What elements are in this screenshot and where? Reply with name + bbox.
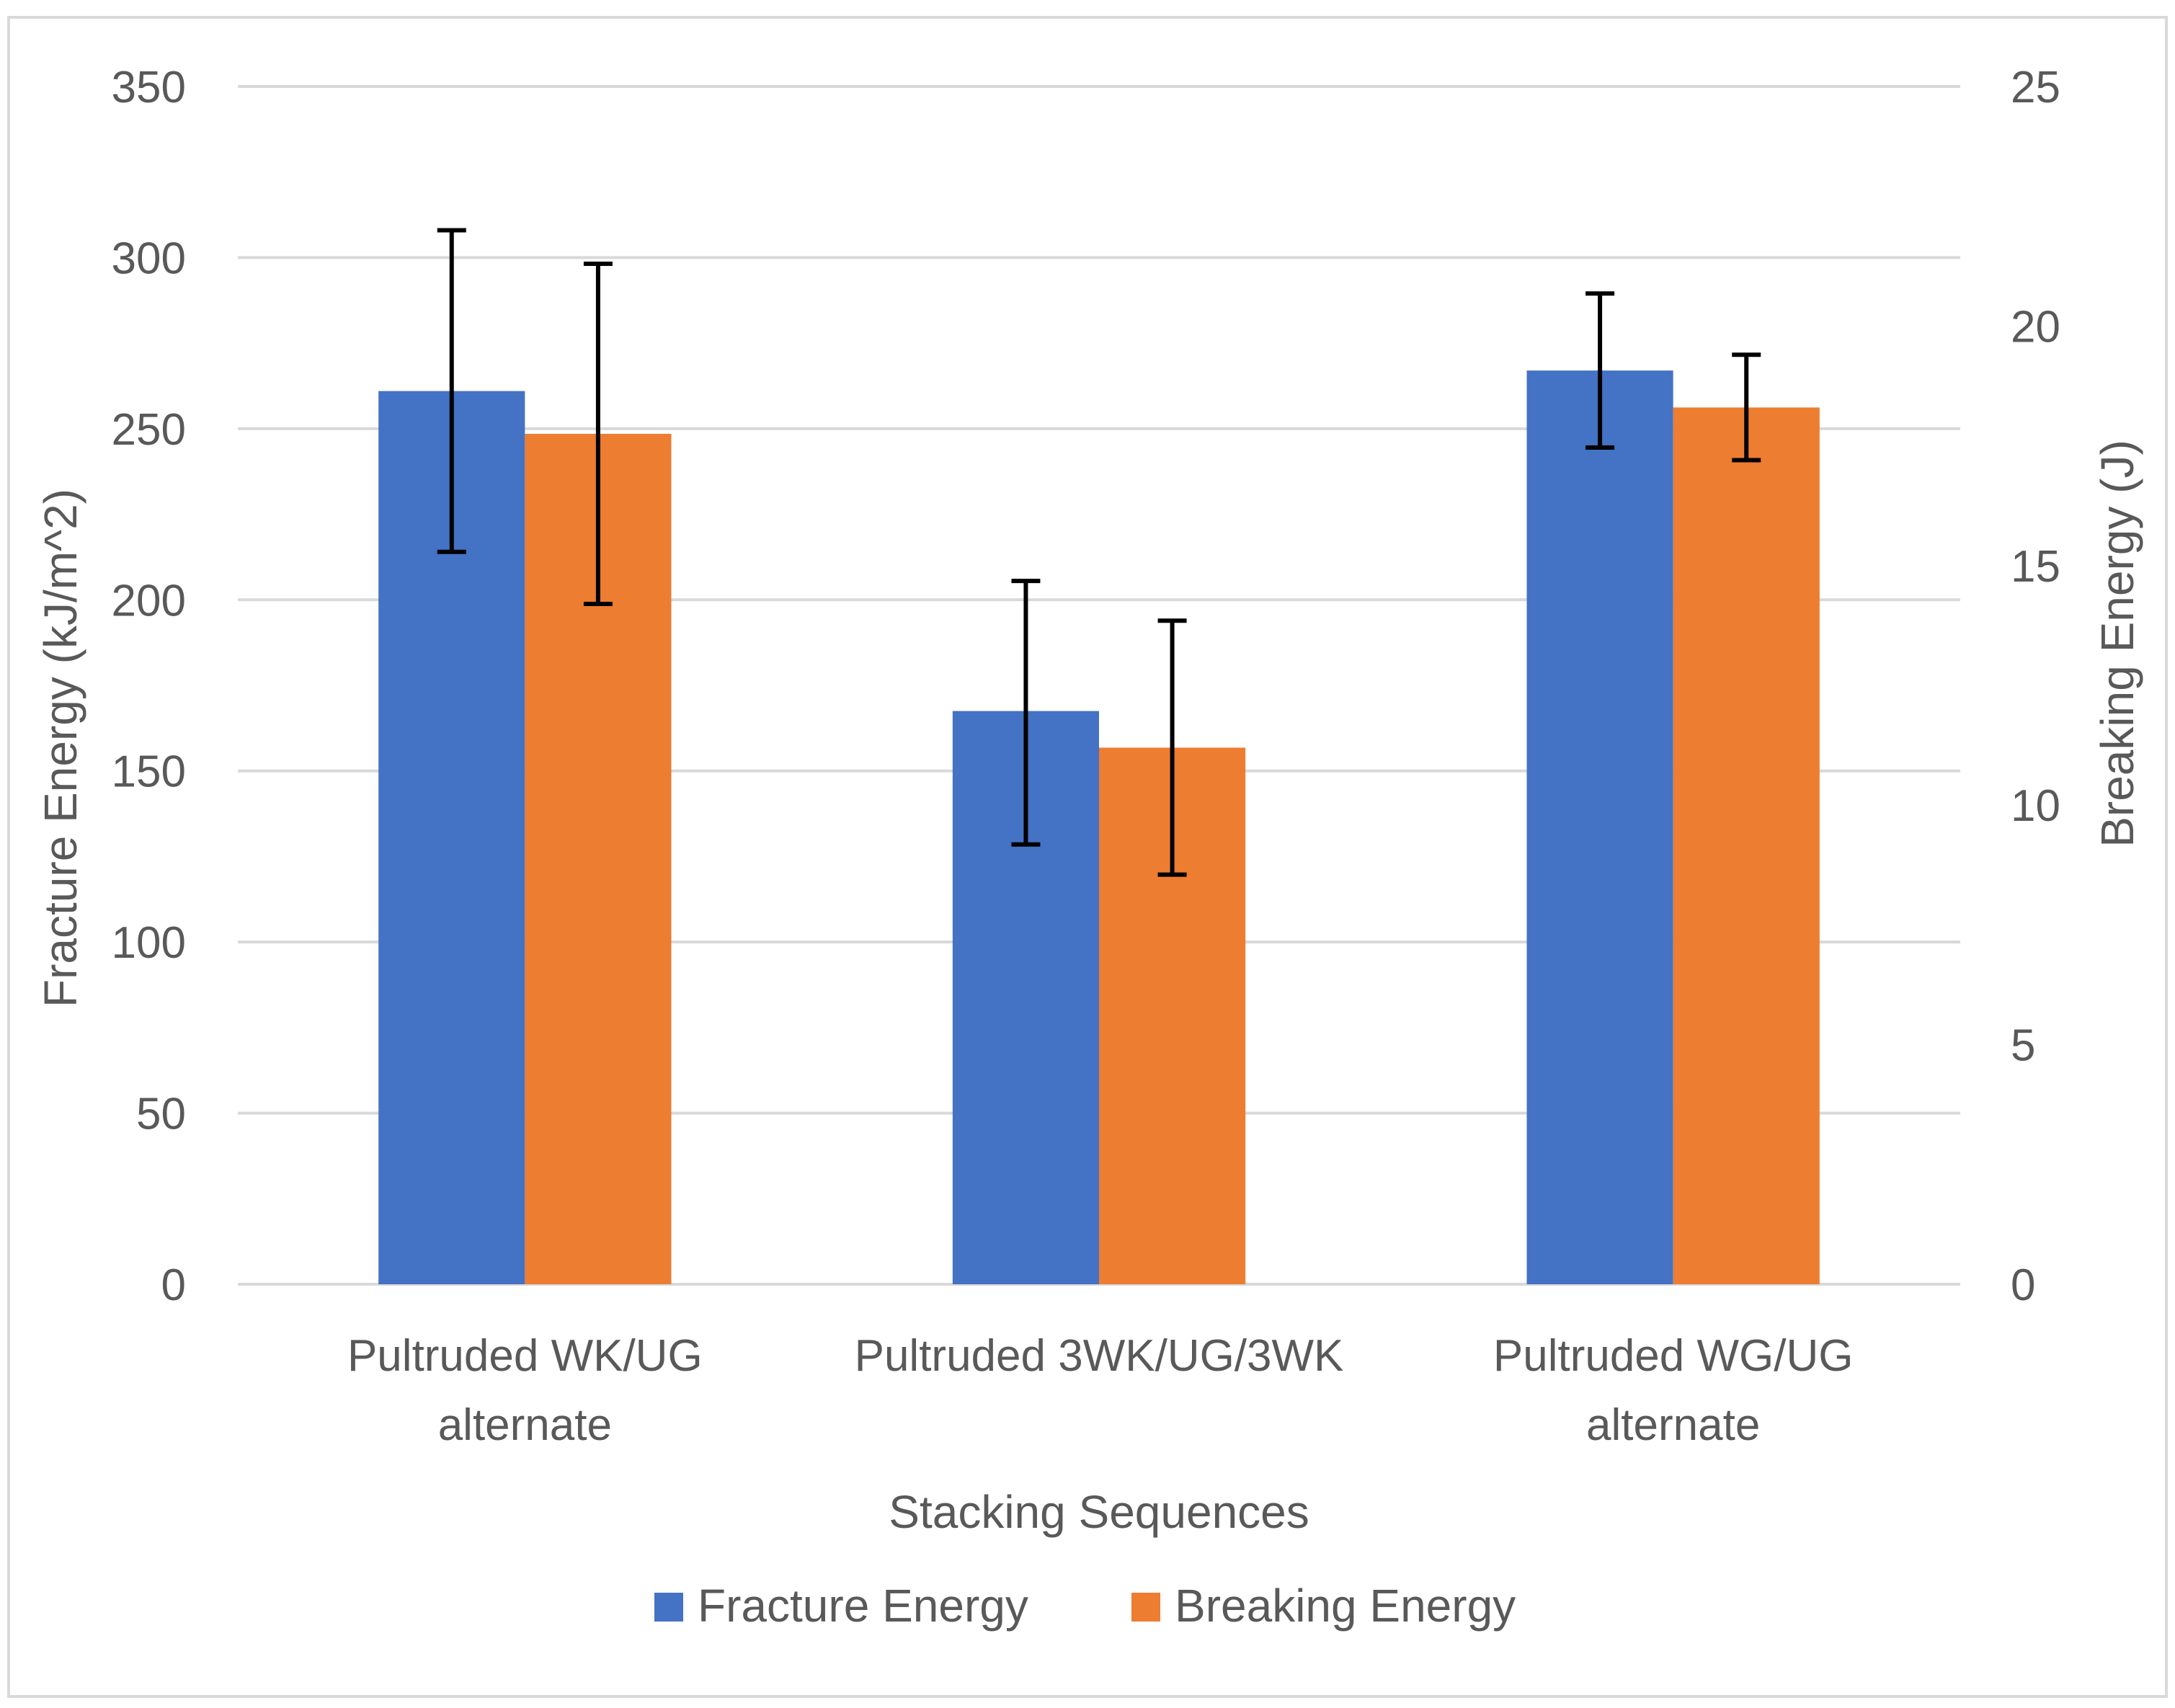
y-tick-label-200: 200 xyxy=(112,576,186,626)
y2-tick-label-10: 10 xyxy=(2011,781,2060,831)
y-tick-label-250: 250 xyxy=(112,405,186,455)
y-tick-label-300: 300 xyxy=(112,233,186,283)
y2-tick-label-20: 20 xyxy=(2011,302,2060,352)
y-tick-label-350: 350 xyxy=(112,63,186,112)
y-tick-label-0: 0 xyxy=(161,1260,186,1310)
legend: Fracture Energy Breaking Energy xyxy=(654,1580,1516,1632)
x-tick-label-2-1: alternate xyxy=(1586,1400,1760,1450)
right-axis-ticks: 0 5 10 15 20 25 xyxy=(2011,63,2060,1310)
legend-label-breaking-energy: Breaking Energy xyxy=(1175,1580,1516,1632)
y-tick-label-50: 50 xyxy=(136,1090,186,1139)
y-axis-title: Fracture Energy (kJ/m^2) xyxy=(35,489,86,1008)
category-labels: Pultruded WK/UG alternate Pultruded 3WK/UG… xyxy=(347,1331,1854,1450)
left-axis-ticks: 0 50 100 150 200 250 300 350 xyxy=(112,63,186,1310)
legend-swatch-fracture-energy xyxy=(654,1593,683,1622)
bar-fracture-energy-2 xyxy=(1526,370,1673,1285)
legend-swatch-breaking-energy xyxy=(1131,1593,1160,1622)
y2-tick-label-5: 5 xyxy=(2011,1021,2035,1071)
x-tick-label-0-0: Pultruded WK/UG xyxy=(347,1331,703,1381)
x-tick-label-1-0: Pultruded 3WK/UG/3WK xyxy=(855,1331,1344,1381)
x-tick-label-2-0: Pultruded WG/UG xyxy=(1493,1331,1854,1381)
legend-label-fracture-energy: Fracture Energy xyxy=(698,1580,1028,1632)
y-tick-label-150: 150 xyxy=(112,747,186,797)
y2-tick-label-15: 15 xyxy=(2011,542,2060,592)
x-tick-label-0-1: alternate xyxy=(438,1400,612,1450)
y-tick-label-100: 100 xyxy=(112,918,186,968)
y2-tick-label-0: 0 xyxy=(2011,1260,2035,1310)
error-bars xyxy=(437,228,1761,877)
y2-tick-label-25: 25 xyxy=(2011,63,2060,112)
x-axis-title: Stacking Sequences xyxy=(889,1486,1309,1538)
y2-axis-title: Breaking Energy (J) xyxy=(2091,440,2143,848)
bar-breaking-energy-2 xyxy=(1673,407,1820,1284)
